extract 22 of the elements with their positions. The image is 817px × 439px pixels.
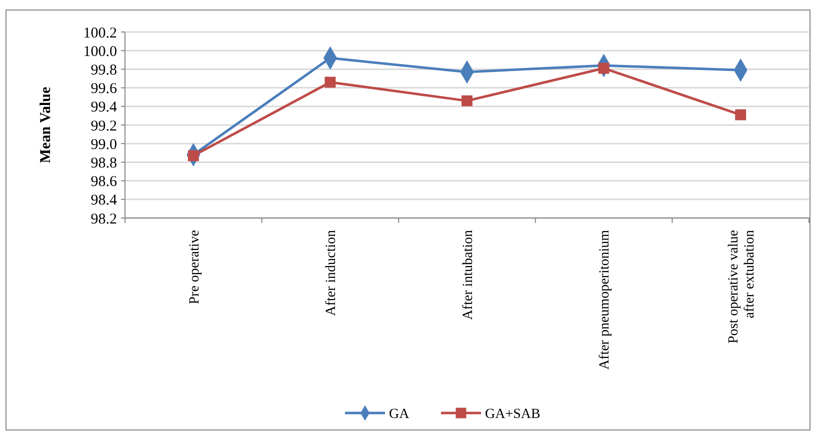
- y-tick-label: 98.8: [90, 155, 117, 172]
- x-tick-label: Pre operative: [187, 230, 202, 304]
- y-tick-label: 100.0: [83, 44, 117, 60]
- y-tick-label: 99.6: [90, 81, 118, 98]
- y-tick-label: 98.4: [90, 192, 118, 209]
- y-tick-label: 99.8: [90, 62, 117, 78]
- x-tick-label: After intubation: [460, 230, 476, 320]
- legend-label: GA+SAB: [485, 406, 540, 422]
- x-tick-label: After pneumoperitonium: [598, 230, 613, 370]
- y-tick-label: 98.2: [90, 211, 117, 228]
- x-tick-label: Post operative value after extubation: [726, 230, 758, 344]
- y-tick-label: 99.2: [90, 118, 117, 134]
- y-axis-title: Mean Value: [38, 86, 54, 164]
- point: [324, 76, 336, 88]
- y-tick-label: 99.4: [90, 100, 118, 116]
- y-tick-label: 100.2: [83, 25, 117, 42]
- legend-label: GA: [389, 406, 410, 422]
- x-tick-label: After induction: [324, 230, 340, 316]
- point: [462, 95, 472, 106]
- point: [735, 109, 746, 120]
- y-tick-label: 98.6: [90, 174, 118, 190]
- y-tick-label: 99.0: [90, 136, 117, 153]
